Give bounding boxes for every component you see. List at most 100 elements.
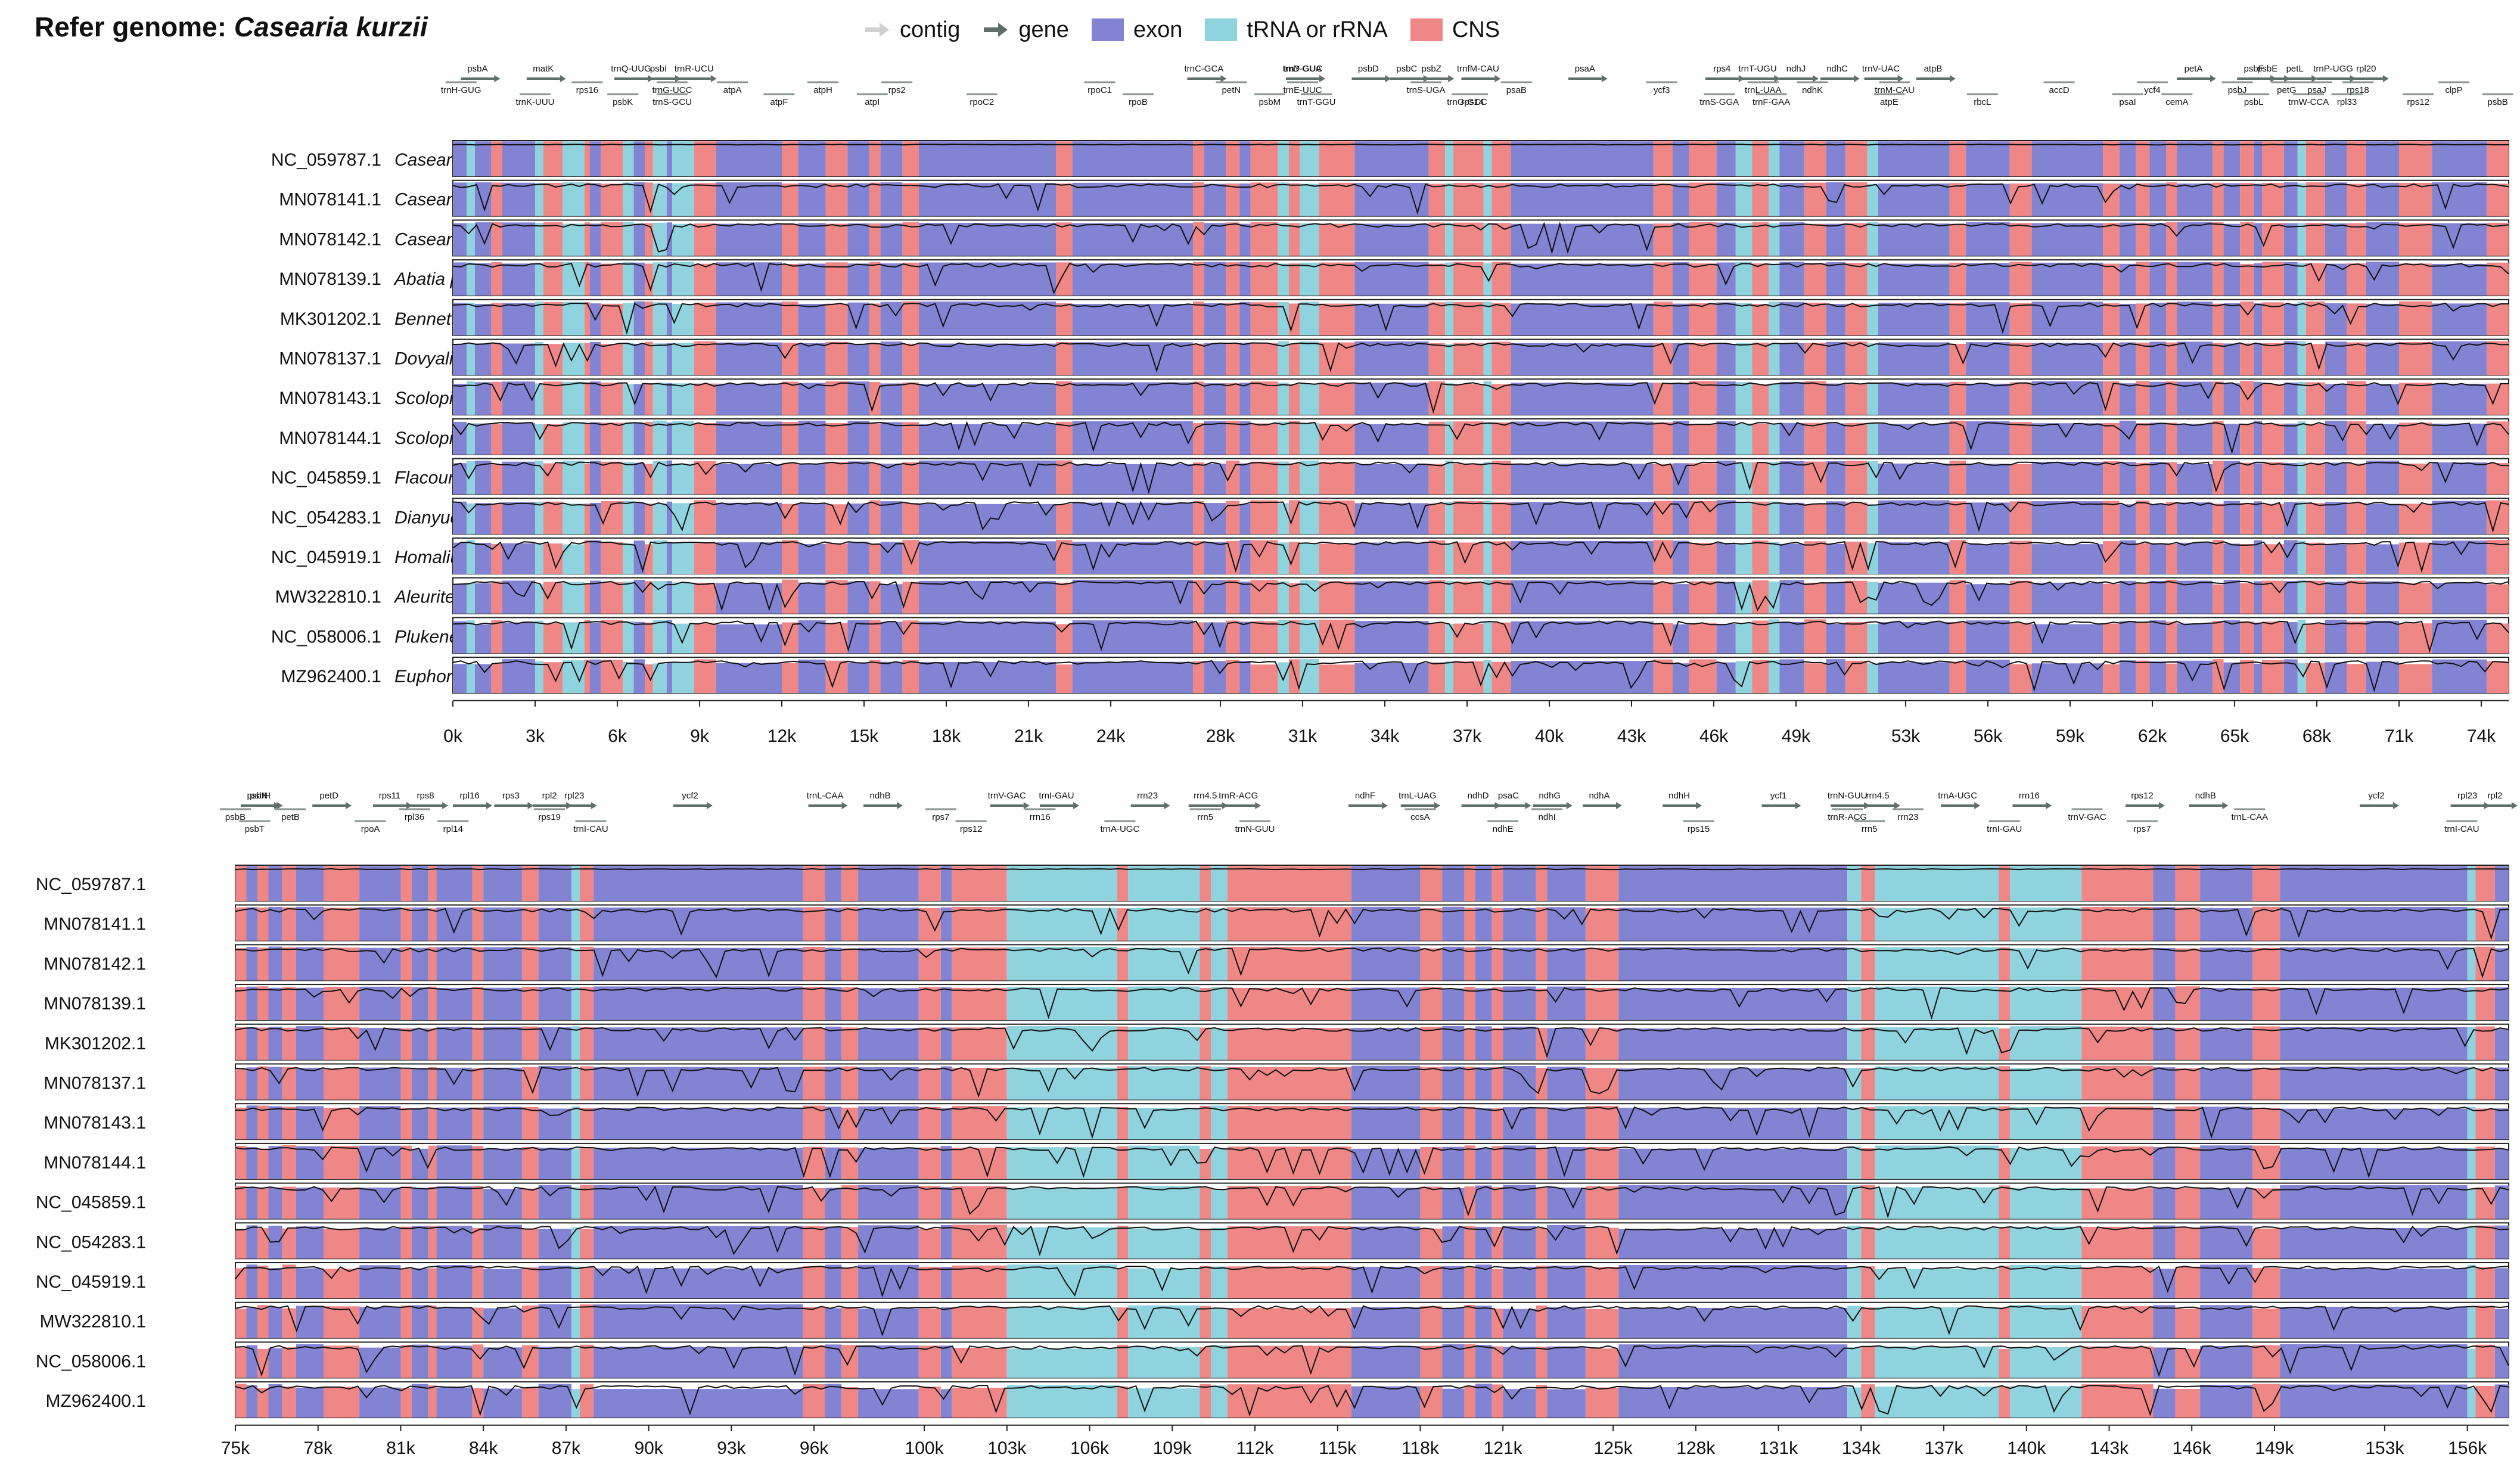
region-block <box>580 946 594 981</box>
region-block <box>2297 462 2306 495</box>
region-block <box>1875 908 1999 941</box>
region-block <box>2149 183 2166 216</box>
tick-label: 115k <box>1319 1438 1357 1458</box>
region-block <box>472 986 484 1021</box>
region-block <box>2119 141 2136 176</box>
region-block <box>1250 222 1278 256</box>
gene-label: trnL-CAA <box>807 791 844 801</box>
region-block <box>2103 501 2120 534</box>
region-block <box>359 1387 401 1418</box>
region-block <box>803 1188 825 1219</box>
region-block <box>1475 1264 1492 1298</box>
region-block <box>1442 1146 1465 1179</box>
region-block <box>716 624 782 654</box>
gene-arrowhead <box>1255 802 1261 809</box>
region-block <box>1193 501 1204 534</box>
region-block <box>2213 343 2224 375</box>
region-block <box>521 1267 539 1298</box>
region-block <box>1999 1386 2011 1418</box>
region-block <box>623 141 634 176</box>
region-block <box>1117 1026 1129 1060</box>
region-block <box>521 1345 539 1378</box>
region-block <box>594 1148 803 1179</box>
region-block <box>633 462 645 495</box>
region-block <box>1735 382 1752 415</box>
region-block <box>1966 421 2010 455</box>
region-block <box>1056 303 1073 335</box>
region-block <box>716 502 782 534</box>
region-block <box>1428 222 1446 256</box>
region-block <box>782 263 798 296</box>
region-block <box>436 866 473 901</box>
gene-label: rrn16 <box>2019 791 2040 801</box>
accession-label: MK301202.1 <box>45 1034 146 1053</box>
region-block <box>940 866 952 901</box>
region-block <box>1492 622 1511 654</box>
gene-arrowhead <box>1220 75 1227 82</box>
region-block <box>2280 866 2468 901</box>
region-block <box>2119 580 2136 614</box>
region-block <box>474 263 492 296</box>
region-block <box>535 584 543 614</box>
region-block <box>694 583 716 614</box>
gene-label: ndhK <box>1802 85 1823 95</box>
region-block <box>282 1264 296 1298</box>
region-block <box>1735 182 1752 216</box>
region-block <box>694 141 716 176</box>
region-block <box>2347 464 2366 495</box>
region-block <box>2297 223 2306 256</box>
region-block <box>411 1226 428 1259</box>
region-block <box>257 1228 269 1259</box>
accession-label: MK301202.1 <box>280 309 381 329</box>
region-block <box>1875 866 1999 901</box>
gene-arrowhead <box>707 802 713 809</box>
region-block <box>1278 141 1289 176</box>
region-block <box>2010 1188 2082 1219</box>
region-block <box>2254 263 2262 296</box>
region-block <box>1536 1148 1548 1179</box>
region-block <box>282 987 296 1021</box>
gene-arrowhead <box>1894 802 1901 809</box>
region-block <box>2103 583 2120 614</box>
gene-label: ndhA <box>1589 791 1609 801</box>
region-block <box>436 1265 473 1298</box>
tick-label: 103k <box>987 1438 1027 1458</box>
region-block <box>2283 303 2298 335</box>
region-block <box>1250 580 1278 614</box>
region-block <box>436 1107 473 1140</box>
region-block <box>940 947 952 981</box>
region-block <box>1453 141 1484 176</box>
region-block <box>467 620 475 654</box>
region-block <box>2432 501 2487 534</box>
region-block <box>1289 659 1300 694</box>
region-block <box>571 1389 580 1418</box>
region-block <box>1464 866 1475 901</box>
gene-arrowhead <box>841 802 848 809</box>
region-block <box>645 223 653 256</box>
region-block <box>652 343 667 375</box>
region-block <box>2031 501 2103 534</box>
region-block <box>672 542 694 574</box>
gene-label: ndhB <box>2195 791 2216 801</box>
region-block <box>2366 504 2399 534</box>
region-block <box>1278 581 1289 614</box>
region-block <box>847 263 870 296</box>
region-block <box>2262 580 2284 614</box>
region-block <box>1861 1107 1875 1140</box>
gene-label: atpF <box>770 97 788 107</box>
region-block <box>521 946 539 981</box>
region-block <box>2432 141 2487 176</box>
region-block <box>2467 1264 2476 1298</box>
region-block <box>1072 579 1193 614</box>
gene-label: rrn5 <box>1862 824 1878 834</box>
region-block <box>521 1188 539 1219</box>
region-block <box>2240 141 2254 176</box>
tick-label: 128k <box>1676 1438 1716 1458</box>
region-block <box>1278 461 1289 495</box>
region-block <box>1689 501 1717 534</box>
region-block <box>2240 424 2254 455</box>
region-block <box>940 1146 952 1179</box>
region-block <box>1826 383 1845 415</box>
accession-label: MN078139.1 <box>43 994 146 1014</box>
region-block <box>584 182 590 216</box>
